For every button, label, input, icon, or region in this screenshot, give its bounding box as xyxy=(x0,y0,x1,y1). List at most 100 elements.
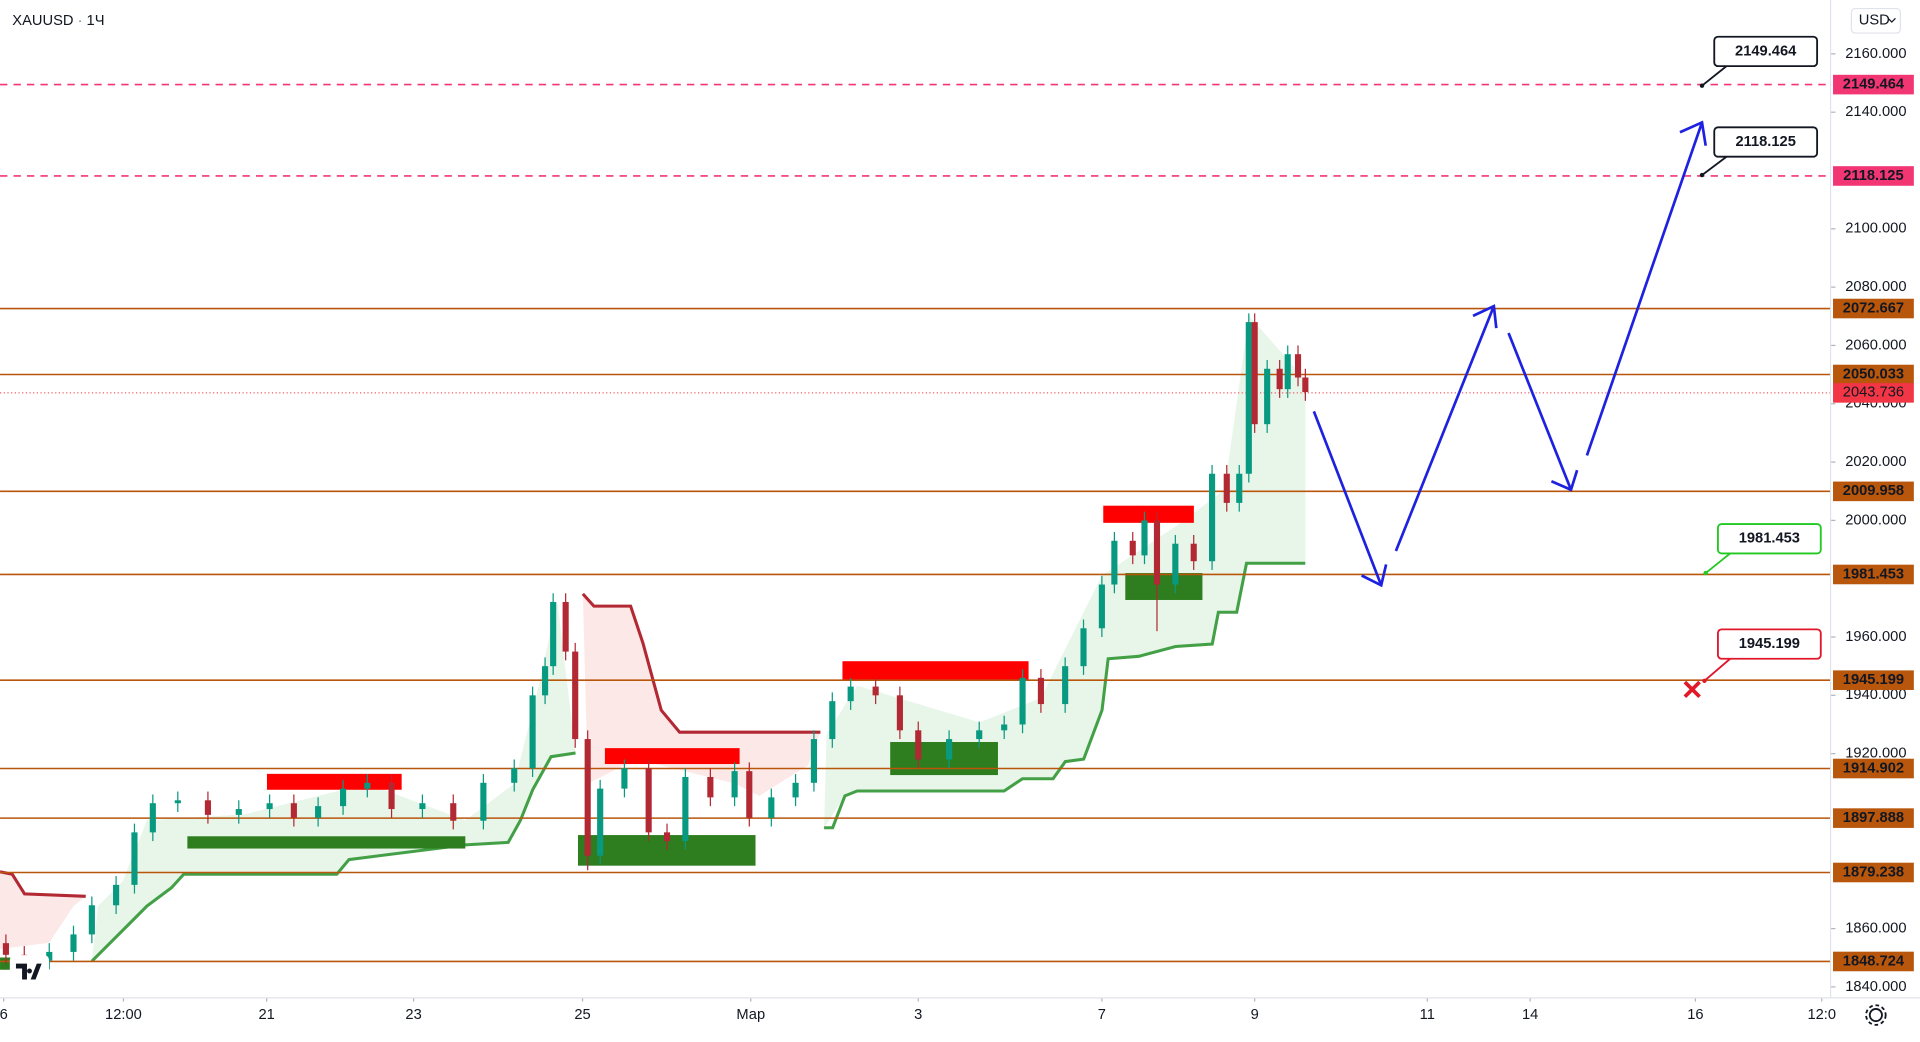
callout-label: 2118.125 xyxy=(1735,134,1795,150)
logo-shape xyxy=(15,963,42,980)
demand-zone xyxy=(187,836,466,849)
x-tick-label: Мар xyxy=(736,1007,765,1023)
level-label: 2118.125 xyxy=(1843,168,1903,184)
candle-body xyxy=(1037,677,1044,705)
callout-anchor xyxy=(1699,83,1705,88)
dropdown-icon xyxy=(1887,17,1896,23)
last-price-label: 2043.736 xyxy=(1843,385,1904,401)
candle-body xyxy=(113,884,120,906)
candle-body xyxy=(1141,520,1148,556)
candle-body xyxy=(419,803,426,810)
level-label: 1897.888 xyxy=(1843,810,1904,826)
candle-body xyxy=(946,739,953,760)
y-tick-label: 2020.000 xyxy=(1845,454,1906,470)
x-tick-label: 12:0 xyxy=(1807,1007,1836,1023)
candle-body xyxy=(1190,543,1197,562)
candle-body xyxy=(847,686,854,702)
callout-pointer xyxy=(1703,658,1731,682)
level-label: 1981.453 xyxy=(1843,566,1904,582)
candle-body xyxy=(46,951,53,961)
candle-body xyxy=(1001,724,1008,731)
level-label: 1914.902 xyxy=(1843,760,1904,776)
demand-zone xyxy=(0,957,13,970)
level-label-bg xyxy=(1833,564,1914,585)
candle-body xyxy=(290,803,297,818)
settings-button[interactable] xyxy=(1865,1004,1887,1026)
trend-fill-green xyxy=(91,599,576,962)
callout-anchor xyxy=(1699,172,1705,178)
y-tick-label: 1920.000 xyxy=(1845,746,1906,762)
candle-body xyxy=(1209,473,1216,562)
projection-segment xyxy=(1507,332,1573,491)
candle-body xyxy=(1129,540,1136,556)
interval: 1Ч xyxy=(87,13,105,29)
separator: · xyxy=(74,13,87,29)
currency-button[interactable]: USD xyxy=(1850,7,1901,34)
candle-body xyxy=(915,730,922,760)
level-label-bg xyxy=(1833,298,1914,319)
callout-anchor xyxy=(1703,570,1708,576)
arrow-head xyxy=(1679,120,1708,146)
y-tick-label: 1840.000 xyxy=(1845,979,1906,995)
candle-body xyxy=(572,651,579,740)
callout-box xyxy=(1717,523,1822,555)
candle-body xyxy=(746,771,753,818)
callout-box xyxy=(1713,126,1819,158)
candle-body xyxy=(562,602,569,652)
y-tick-label: 1860.000 xyxy=(1845,920,1906,936)
level-label-bg xyxy=(1833,670,1914,690)
y-tick-label: 2140.000 xyxy=(1845,104,1906,120)
callout-pointer xyxy=(1701,65,1728,87)
level-label: 1945.199 xyxy=(1843,672,1904,688)
candle-body xyxy=(597,788,604,856)
candle-body xyxy=(388,782,395,810)
candle-body xyxy=(480,782,487,821)
x-tick-label: 16 xyxy=(1687,1007,1703,1023)
trend-line-green xyxy=(90,751,576,963)
supply-zone xyxy=(1103,505,1194,523)
gear-teeth[interactable] xyxy=(1865,1004,1887,1026)
callout-label: 1945.199 xyxy=(1739,636,1800,652)
candle-body xyxy=(872,686,879,696)
x-tick-label: 11 xyxy=(1420,1007,1435,1023)
arrow-head xyxy=(1550,469,1579,492)
candle-body xyxy=(682,776,689,842)
demand-zone xyxy=(890,742,998,776)
currency-label[interactable]: USD xyxy=(1859,13,1890,29)
candle-body xyxy=(792,782,799,798)
x-tick-label: 21 xyxy=(259,1007,275,1023)
currency-box[interactable] xyxy=(1850,7,1901,34)
callout-label: 1981.453 xyxy=(1739,531,1800,547)
candle-body xyxy=(1153,520,1161,585)
symbol-title: XAUUSD · 1Ч xyxy=(12,13,104,29)
candle-body xyxy=(731,771,738,798)
level-label-bg xyxy=(1833,364,1914,385)
x-tick-label: 7 xyxy=(1098,1007,1106,1023)
supply-zone xyxy=(842,661,1029,680)
y-tick-label: 2060.000 xyxy=(1845,337,1906,353)
demand-zone xyxy=(1125,573,1203,600)
gear-icon[interactable] xyxy=(1868,1008,1883,1023)
callout-box xyxy=(1717,628,1822,660)
projection-segment xyxy=(1585,122,1704,456)
level-label-bg xyxy=(1833,862,1914,883)
candle-body xyxy=(1245,322,1252,474)
candle-body xyxy=(584,739,591,856)
y-tick-label: 2160.000 xyxy=(1845,46,1906,62)
x-tick-label: 12:00 xyxy=(105,1007,142,1023)
callout-box xyxy=(1713,35,1819,68)
candle-body xyxy=(621,768,628,789)
trend-line-red xyxy=(581,592,821,734)
candle-body xyxy=(707,776,714,798)
candle-body xyxy=(829,701,836,740)
candle-body xyxy=(266,803,273,810)
candle-body xyxy=(542,666,549,696)
candle-body xyxy=(1223,473,1230,503)
candle-body xyxy=(1284,354,1291,390)
candle-body xyxy=(768,797,775,818)
candle-body xyxy=(204,800,211,815)
symbol: XAUUSD xyxy=(12,13,73,29)
candle-body xyxy=(364,782,371,789)
